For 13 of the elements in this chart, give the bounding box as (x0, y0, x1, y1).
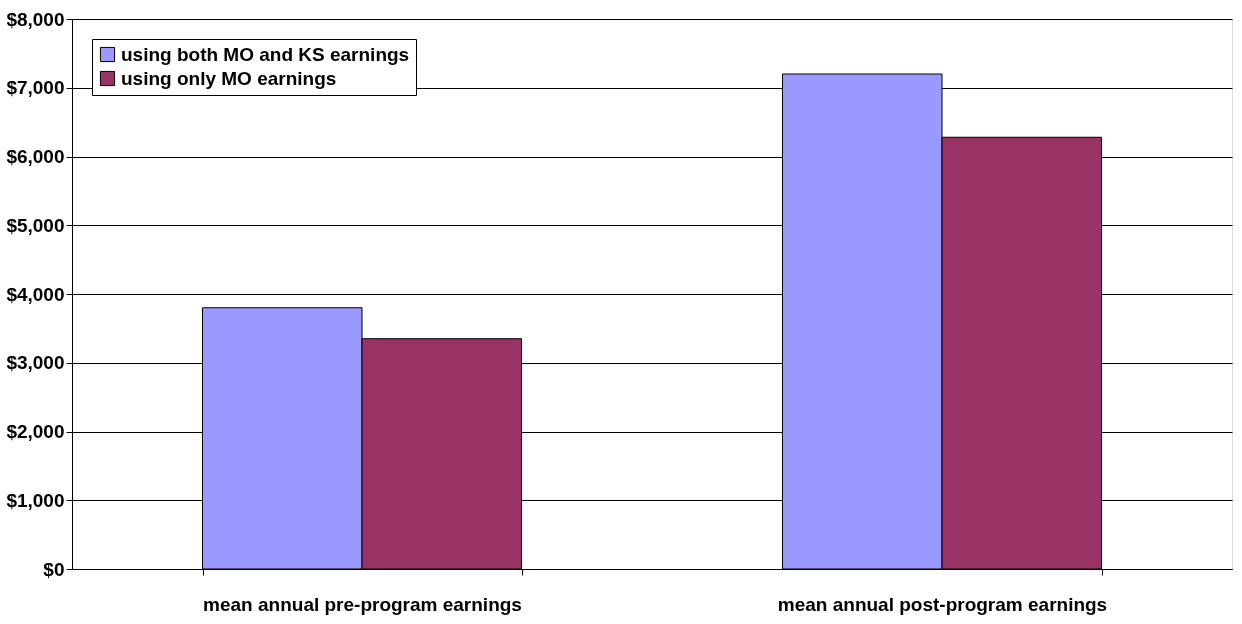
y-tick-label: $5,000 (6, 214, 65, 236)
y-tick-label: $0 (43, 558, 65, 580)
y-tick-label: $8,000 (6, 8, 65, 30)
legend-label: using both MO and KS earnings (121, 43, 410, 65)
x-tick-label: mean annual post-program earnings (777, 593, 1108, 615)
y-tick-label: $6,000 (6, 146, 65, 167)
y-tick-label: $7,000 (6, 77, 65, 99)
legend-label: using only MO earnings (121, 67, 337, 89)
y-tick-label: $3,000 (6, 352, 65, 374)
x-tick-label: mean annual pre-program earnings (203, 593, 522, 615)
y-tick-label: $2,000 (6, 421, 65, 442)
y-tick-label: $1,000 (6, 489, 65, 511)
y-tick-label: $4,000 (6, 283, 65, 305)
